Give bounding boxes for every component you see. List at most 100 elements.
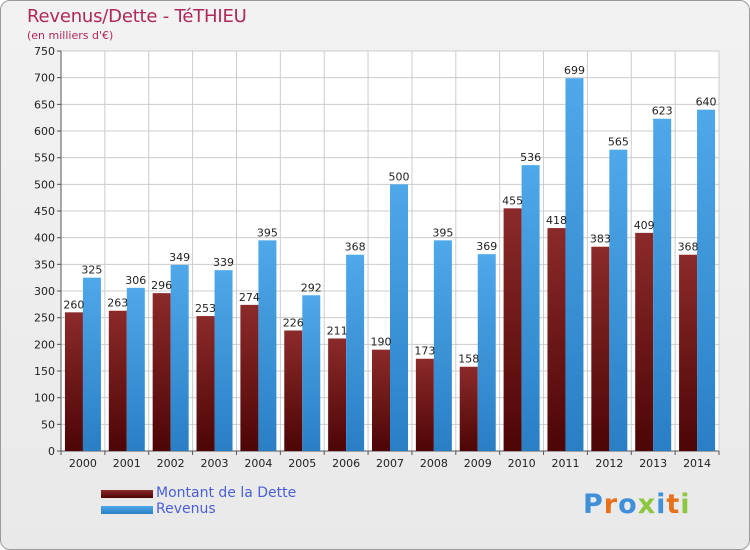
bar-dette xyxy=(591,246,610,451)
bar-revenus xyxy=(521,165,540,451)
logo-letter: t xyxy=(666,489,681,520)
bar-dette xyxy=(108,310,127,451)
data-label-revenus: 349 xyxy=(169,251,190,264)
bar-revenus xyxy=(565,78,584,451)
data-label-dette: 260 xyxy=(63,298,84,311)
data-label-dette: 173 xyxy=(414,345,435,358)
bar-dette xyxy=(459,366,478,451)
data-label-revenus: 699 xyxy=(564,64,585,77)
chart-title: Revenus/Dette - TéTHIEU xyxy=(27,6,247,27)
x-tick-label: 2014 xyxy=(683,457,711,470)
data-label-dette: 296 xyxy=(151,279,172,292)
bar-revenus xyxy=(697,109,716,452)
data-label-dette: 368 xyxy=(678,241,699,254)
data-label-revenus: 395 xyxy=(432,226,453,239)
x-tick-label: 2000 xyxy=(69,457,97,470)
x-tick-label: 2006 xyxy=(332,457,360,470)
x-tick-label: 2012 xyxy=(595,457,623,470)
bar-dette xyxy=(679,254,698,451)
x-tick-label: 2002 xyxy=(157,457,185,470)
bar-dette xyxy=(64,312,83,451)
data-label-dette: 383 xyxy=(590,233,611,246)
data-label-dette: 263 xyxy=(107,297,128,310)
bar-revenus xyxy=(346,254,365,451)
x-tick-label: 2005 xyxy=(288,457,316,470)
data-label-revenus: 395 xyxy=(257,226,278,239)
bar-dette xyxy=(372,349,390,451)
data-label-revenus: 292 xyxy=(301,281,322,294)
logo-letter: r xyxy=(603,489,619,520)
y-tick-label: 450 xyxy=(34,205,55,218)
data-label-revenus: 500 xyxy=(389,170,410,183)
y-tick-label: 550 xyxy=(34,152,55,165)
data-label-dette: 455 xyxy=(502,194,523,207)
logo-letter: P xyxy=(583,489,604,520)
y-tick-label: 250 xyxy=(34,312,55,325)
data-label-dette: 190 xyxy=(371,336,392,349)
data-label-revenus: 369 xyxy=(476,240,497,253)
legend-swatch-revenus xyxy=(101,506,153,514)
bar-revenus xyxy=(477,254,496,451)
data-label-revenus: 325 xyxy=(81,264,102,277)
x-tick-label: 2011 xyxy=(551,457,579,470)
y-tick-label: 300 xyxy=(34,285,55,298)
bar-revenus xyxy=(214,270,233,451)
proxiti-logo: Proxiti xyxy=(583,489,691,520)
bar-revenus xyxy=(170,264,189,451)
data-label-dette: 211 xyxy=(327,324,348,337)
bar-revenus xyxy=(126,287,145,451)
bar-revenus xyxy=(302,295,321,451)
x-tick-label: 2009 xyxy=(464,457,492,470)
logo-letter: i xyxy=(656,489,667,520)
data-label-dette: 226 xyxy=(283,316,304,329)
data-label-revenus: 306 xyxy=(125,274,146,287)
data-label-revenus: 565 xyxy=(608,136,629,149)
bar-dette xyxy=(547,228,566,451)
data-label-revenus: 640 xyxy=(696,96,717,109)
y-tick-label: 0 xyxy=(48,445,55,458)
data-label-dette: 418 xyxy=(546,214,567,227)
x-tick-label: 2004 xyxy=(244,457,272,470)
bar-dette xyxy=(152,293,171,451)
data-label-dette: 253 xyxy=(195,302,216,315)
bar-revenus xyxy=(609,149,628,451)
data-label-dette: 158 xyxy=(458,353,479,366)
y-tick-label: 700 xyxy=(34,72,55,85)
logo-letter: i xyxy=(680,489,691,520)
y-tick-label: 100 xyxy=(34,392,55,405)
data-label-revenus: 536 xyxy=(520,151,541,164)
bar-dette xyxy=(415,358,434,451)
y-tick-label: 600 xyxy=(34,125,55,138)
y-tick-label: 200 xyxy=(34,338,55,351)
x-tick-label: 2010 xyxy=(508,457,536,470)
y-tick-label: 500 xyxy=(34,178,55,191)
bar-revenus xyxy=(82,277,101,451)
x-tick-label: 2001 xyxy=(113,457,141,470)
x-tick-label: 2007 xyxy=(376,457,404,470)
bar-revenus xyxy=(390,184,408,452)
legend-label-revenus: Revenus xyxy=(156,501,216,517)
bar-dette xyxy=(240,304,259,451)
data-label-revenus: 368 xyxy=(345,241,366,254)
logo-letter: o xyxy=(618,489,638,520)
y-tick-label: 150 xyxy=(34,365,55,378)
bar-dette xyxy=(328,338,347,451)
bar-revenus xyxy=(653,118,672,451)
y-tick-label: 350 xyxy=(34,258,55,271)
logo-letter: x xyxy=(637,489,657,520)
bar-dette xyxy=(503,208,522,451)
bar-revenus xyxy=(433,240,452,451)
y-tick-label: 400 xyxy=(34,232,55,245)
bar-dette xyxy=(635,232,654,451)
legend-swatch-dette xyxy=(101,490,153,498)
bar-dette xyxy=(284,330,303,451)
data-label-dette: 274 xyxy=(239,291,260,304)
y-tick-label: 750 xyxy=(34,45,55,58)
data-label-dette: 409 xyxy=(634,219,655,232)
x-tick-label: 2013 xyxy=(639,457,667,470)
data-label-revenus: 623 xyxy=(652,105,673,118)
bar-dette xyxy=(196,316,215,451)
bar-revenus xyxy=(258,240,277,451)
